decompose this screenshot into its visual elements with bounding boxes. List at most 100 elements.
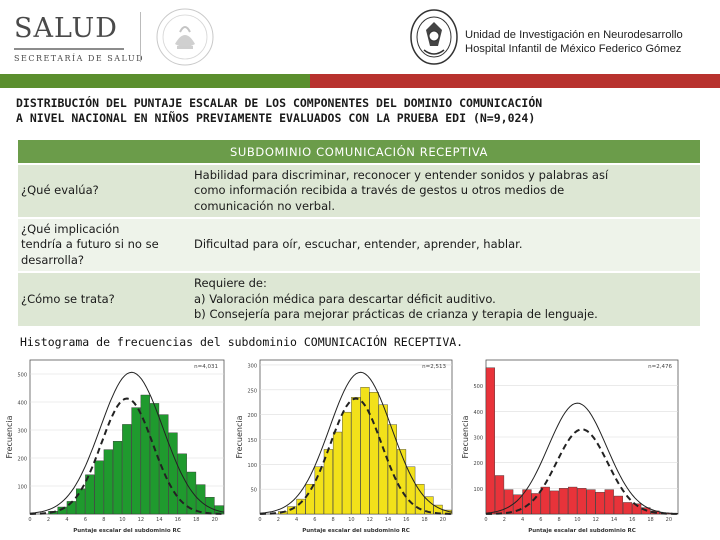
table-question: ¿Cómo se trata? (18, 271, 190, 326)
y-tick-label: 400 (17, 401, 27, 407)
histogram-bar (112, 440, 123, 515)
table-row: ¿Cómo se trata? Requiere de: a) Valoraci… (18, 271, 700, 326)
histogram-bar (406, 466, 416, 515)
table-row: ¿Qué implicación tendría a futuro si no … (18, 217, 700, 272)
histogram-bar (296, 498, 306, 515)
answer-line: a) Valoración médica para descartar défi… (194, 291, 496, 306)
x-tick-label: 8 (558, 517, 561, 523)
x-tick-label: 20 (666, 517, 672, 523)
y-tick-label: 500 (17, 373, 27, 379)
slide-header: SALUD SECRETARÍA DE SALUD Unidad de Inve… (0, 0, 720, 90)
sample-size-label: n=4,031 (194, 364, 218, 370)
mexico-seal-icon (150, 6, 220, 72)
salud-logo: SALUD (14, 14, 118, 44)
x-tick-label: 0 (258, 517, 261, 523)
x-tick-label: 6 (84, 517, 87, 523)
y-axis-label: Frecuencia (5, 415, 14, 458)
y-axis-label: Frecuencia (461, 415, 470, 458)
x-tick-label: 8 (332, 517, 335, 523)
histogram-bar (122, 424, 132, 515)
y-tick-label: 50 (251, 488, 257, 494)
x-tick-label: 14 (611, 517, 617, 523)
answer-line: como información recibida a través de ge… (194, 183, 565, 198)
histogram-bar (342, 411, 352, 515)
y-tick-label: 200 (17, 457, 27, 463)
histogram-bar (332, 431, 343, 515)
histogram-bar (595, 491, 605, 515)
histogram-bar (558, 488, 569, 515)
histogram-svg: 100 200 300 400 500 0 2 4 6 8 10 12 14 16 18 20 n=4,031 F… (5, 359, 225, 534)
normal-curve (259, 371, 453, 514)
answer-line: b) Consejería para mejorar prácticas de … (194, 307, 598, 322)
y-tick-label: 100 (247, 463, 257, 469)
normal-curve (29, 371, 225, 514)
institution-line-2: Hospital Infantil de México Federico Góm… (465, 43, 682, 55)
y-tick-label: 300 (247, 363, 257, 369)
histogram-bar (103, 449, 113, 515)
subdomain-table: SUBDOMINIO COMUNICACIÓN RECEPTIVA ¿Qué e… (18, 140, 700, 326)
table-question: ¿Qué implicación tendría a futuro si no … (18, 217, 190, 272)
x-axis-label: Puntaje escalar del subdominio RC (302, 528, 410, 534)
x-tick-label: 4 (521, 517, 524, 523)
histogram-bar (305, 483, 315, 515)
histogram-bar (485, 367, 495, 515)
histogram-bar (75, 488, 86, 515)
histogram-bar (314, 466, 324, 515)
histogram-bar (396, 449, 407, 515)
x-tick-label: 18 (647, 517, 653, 523)
x-tick-label: 20 (440, 517, 446, 523)
histogram-bar (287, 506, 297, 515)
histogram-bar (604, 489, 614, 515)
reference-curve (30, 397, 224, 515)
histogram-svg: 50 100 150 200 250 300 0 2 4 6 8 10 12 14 16 18 20 n=2,51… (235, 359, 453, 534)
salud-logo-rule (14, 48, 124, 50)
x-tick-label: 16 (403, 517, 409, 523)
hospital-logo-icon (408, 8, 460, 70)
y-tick-label: 300 (473, 436, 483, 442)
x-tick-label: 12 (593, 517, 599, 523)
histogram-yellow: 50 100 150 200 250 300 0 2 4 6 8 10 12 14 16 18 20 n=2,51… (232, 356, 458, 536)
y-tick-label: 400 (473, 410, 483, 416)
histogram-bar (549, 490, 559, 515)
answer-line: Habilidad para discriminar, reconocer y … (194, 167, 609, 182)
slide-title-line-1: DISTRIBUCIÓN DEL PUNTAJE ESCALAR DE LOS … (16, 96, 543, 110)
histogram-bar (85, 474, 95, 515)
x-tick-label: 16 (175, 517, 181, 523)
sample-size-label: n=2,476 (648, 364, 672, 370)
x-tick-label: 6 (313, 517, 316, 523)
histogram-bar (131, 407, 141, 515)
x-tick-label: 0 (28, 517, 31, 523)
x-tick-label: 12 (367, 517, 373, 523)
histogram-bar (186, 471, 197, 515)
histogram-bar (494, 475, 505, 515)
histogram-red: 100 200 300 400 500 0 2 4 6 8 10 12 14 16 18 20 n=2,476 F… (458, 356, 684, 536)
question-line: desarrolla? (21, 252, 84, 267)
histogram-bar (568, 486, 578, 515)
x-tick-label: 4 (295, 517, 298, 523)
x-tick-label: 14 (385, 517, 391, 523)
y-tick-label: 250 (247, 388, 257, 394)
logo-separator (140, 12, 141, 62)
histogram-bar (159, 414, 169, 515)
question-line: tendría a futuro si no se (21, 237, 159, 252)
x-axis-label: Puntaje escalar del subdominio RC (73, 528, 181, 534)
y-tick-label: 150 (247, 438, 257, 444)
histogram-bar (504, 489, 514, 515)
histogram-bar (351, 397, 361, 515)
normal-curve (485, 402, 679, 515)
histogram-svg: 100 200 300 400 500 0 2 4 6 8 10 12 14 16 18 20 n=2,476 F… (461, 359, 679, 534)
y-tick-label: 200 (473, 461, 483, 467)
header-red-bar (310, 74, 720, 88)
x-tick-label: 10 (348, 517, 354, 523)
histogram-bar (57, 506, 67, 515)
reference-curve (260, 397, 452, 515)
histogram-bar (586, 489, 596, 515)
histogram-bar (94, 460, 104, 515)
x-axis-label: Puntaje escalar del subdominio RC (528, 528, 636, 534)
x-tick-label: 14 (156, 517, 162, 523)
y-tick-label: 100 (473, 487, 483, 493)
histogram-bar (140, 394, 150, 515)
histogram-bar (577, 488, 587, 515)
sample-size-label: n=2,513 (422, 364, 446, 370)
table-question: ¿Qué evalúa? (18, 163, 190, 218)
